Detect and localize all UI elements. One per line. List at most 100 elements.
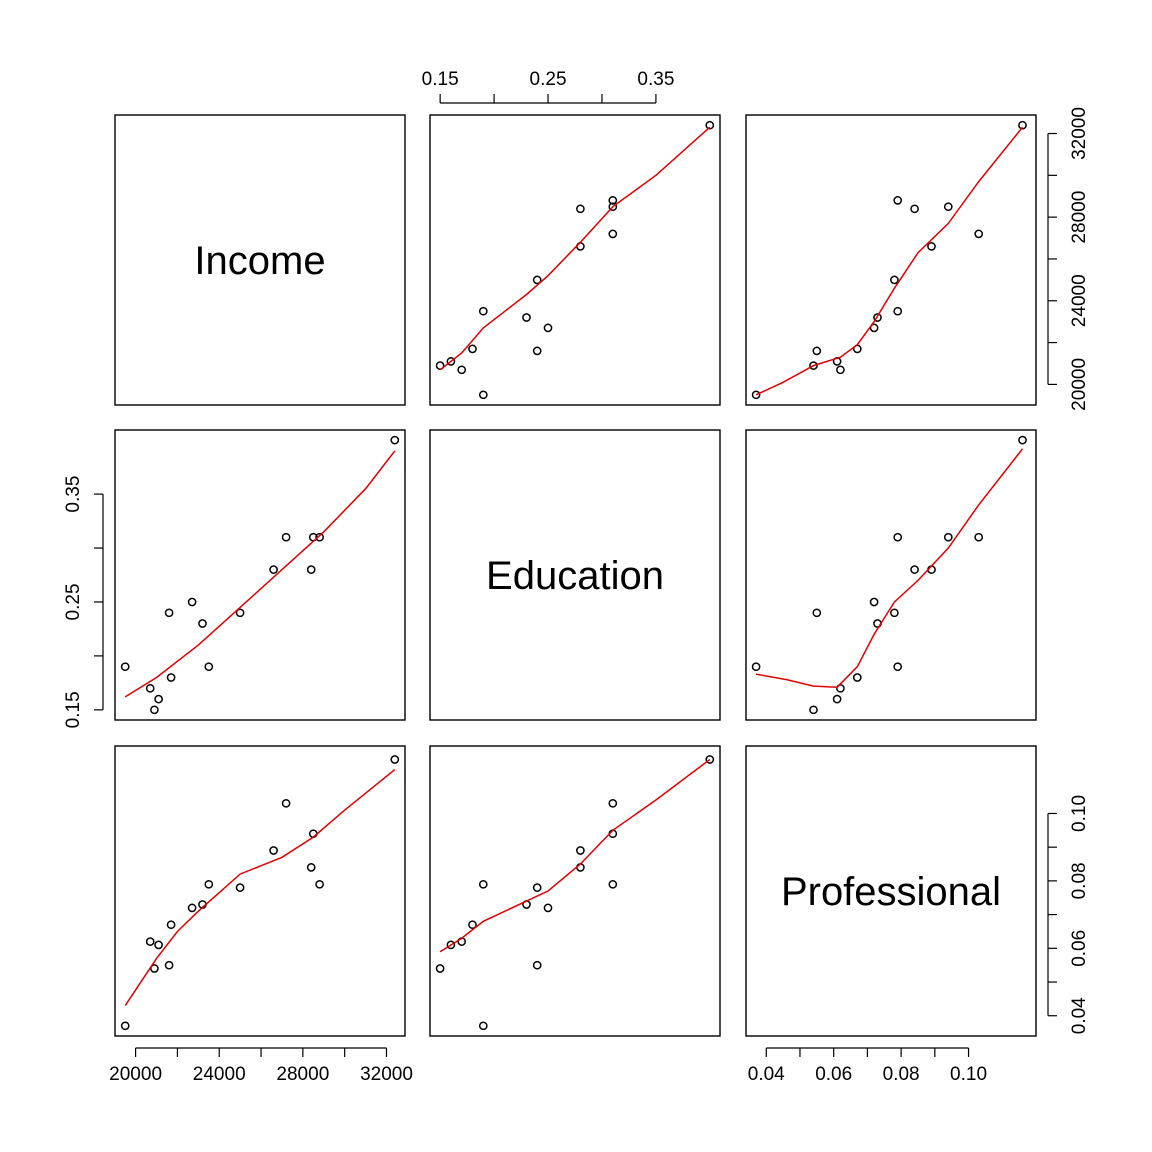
panel-income-vs-education: [429, 114, 721, 406]
tick-label: 0.08: [1069, 862, 1090, 899]
data-point: [974, 229, 984, 239]
tick-label: 0.15: [422, 69, 459, 90]
data-point: [543, 323, 553, 333]
panel-income-vs-income: Income: [114, 114, 406, 406]
y-axis-right-professional: 0.04 0.06 0.08 0.10: [1047, 795, 1090, 1034]
data-point: [235, 608, 245, 618]
data-point: [890, 608, 899, 618]
variable-label-professional: Professional: [781, 870, 1001, 914]
tick-label: 0.10: [950, 1064, 987, 1085]
tick-label: 24000: [193, 1064, 246, 1085]
tick-label: 32000: [360, 1064, 413, 1085]
data-point: [1018, 120, 1027, 130]
panel-income-vs-professional: [745, 114, 1037, 406]
data-point: [281, 532, 291, 542]
data-point: [812, 346, 822, 356]
data-point: [468, 920, 477, 930]
tick-label: 0.04: [1069, 997, 1090, 1034]
data-point: [166, 920, 176, 930]
data-point: [910, 204, 919, 214]
tick-label: 0.06: [815, 1064, 852, 1085]
data-point: [306, 565, 316, 574]
smoother-line: [755, 126, 1024, 396]
x-axis-top-education: 0.15 0.25 0.35: [422, 69, 674, 104]
data-point: [145, 937, 155, 946]
data-point: [836, 365, 845, 375]
data-point: [608, 229, 618, 239]
tick-label: 0.25: [63, 583, 84, 620]
data-point: [927, 242, 936, 251]
tick-label: 28000: [276, 1064, 329, 1085]
data-point: [608, 202, 618, 212]
data-point: [532, 346, 542, 356]
data-point: [468, 344, 477, 354]
y-axis-right-income: 20000 24000 28000 32000: [1047, 107, 1090, 411]
data-point: [315, 532, 324, 542]
tick-label: 0.04: [748, 1064, 785, 1085]
data-point: [893, 532, 903, 542]
panel-education-vs-professional: [745, 429, 1037, 721]
variable-label-education: Education: [486, 554, 664, 598]
smoother-line: [124, 769, 396, 1007]
data-point: [120, 1021, 130, 1031]
data-point: [809, 361, 818, 370]
tick-label: 0.25: [530, 69, 567, 90]
tick-label: 24000: [1069, 274, 1090, 327]
data-point: [478, 1021, 488, 1031]
data-point: [235, 883, 245, 892]
data-point: [187, 903, 197, 913]
variable-label-income: Income: [194, 239, 325, 283]
data-point: [478, 390, 488, 400]
data-point: [457, 365, 467, 375]
data-point: [164, 960, 174, 970]
data-point: [478, 879, 488, 889]
panel-frame: [745, 429, 1037, 721]
data-point: [166, 673, 176, 682]
data-point: [478, 306, 488, 316]
data-point: [446, 940, 456, 950]
smoother-line: [124, 450, 396, 698]
data-point: [893, 662, 903, 672]
data-point: [809, 705, 818, 715]
data-point: [608, 879, 618, 889]
data-point: [890, 275, 899, 285]
panel-professional-vs-professional: Professional: [745, 745, 1037, 1037]
data-point: [435, 964, 445, 973]
panel-professional-vs-income: [114, 745, 406, 1037]
data-point: [812, 608, 822, 618]
panel-frame: [114, 745, 406, 1037]
data-point: [150, 705, 159, 715]
data-point: [705, 755, 715, 764]
data-point: [390, 435, 400, 445]
data-point: [532, 960, 542, 970]
data-point: [204, 662, 214, 672]
data-point: [145, 683, 155, 693]
smoother-line: [439, 758, 711, 953]
panel-professional-vs-education: [429, 745, 721, 1037]
tick-label: 0.15: [63, 691, 84, 728]
data-point: [164, 608, 174, 618]
data-point: [751, 390, 761, 400]
data-point: [852, 673, 862, 682]
data-point: [281, 798, 291, 808]
data-point: [154, 694, 163, 704]
data-point: [608, 196, 618, 205]
data-point: [204, 879, 214, 889]
panel-frame: [429, 745, 721, 1037]
data-point: [120, 662, 130, 672]
data-point: [154, 940, 163, 950]
data-point: [974, 532, 984, 542]
data-point: [832, 694, 842, 704]
data-point: [269, 846, 278, 855]
x-axis-bottom-income: 20000 24000 28000 32000: [109, 1047, 413, 1085]
panel-frame: [745, 745, 1037, 1037]
data-point: [608, 798, 618, 808]
data-point: [943, 532, 953, 542]
tick-label: 0.35: [637, 69, 674, 90]
data-point: [705, 120, 715, 130]
data-point: [893, 196, 903, 205]
tick-label: 0.08: [883, 1064, 920, 1085]
smoother-line: [439, 126, 711, 371]
tick-label: 28000: [1069, 191, 1090, 244]
